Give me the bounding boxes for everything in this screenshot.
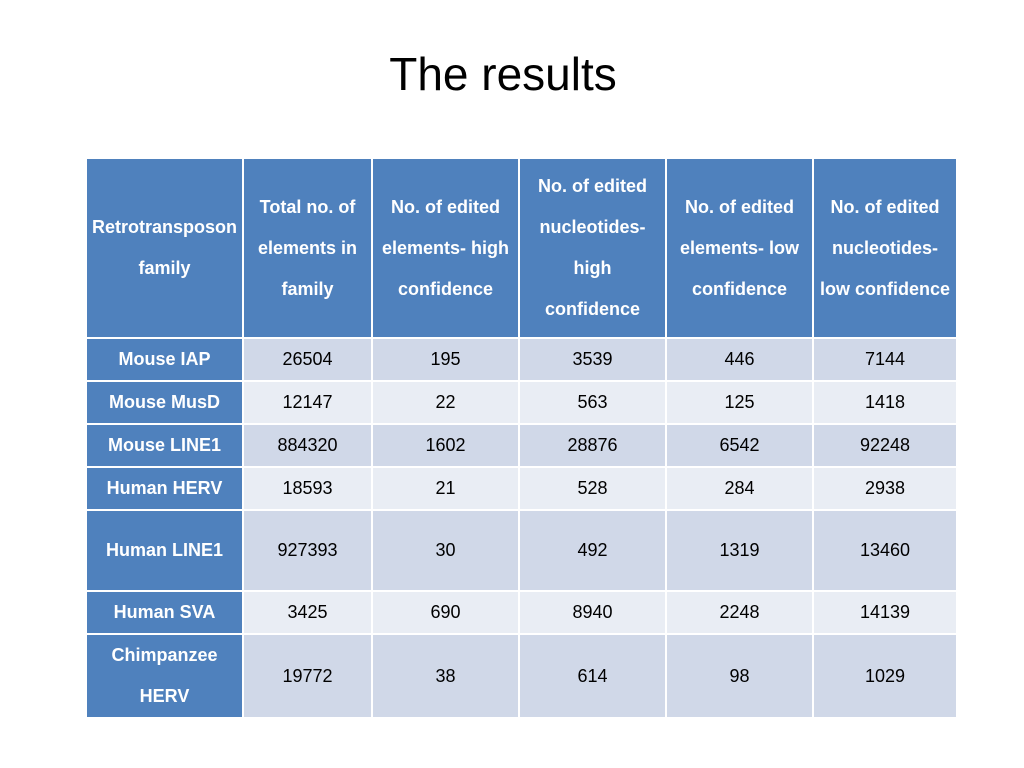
row-family-label: Mouse MusD	[85, 380, 244, 425]
cell-edited-nucleotides-low: 13460	[812, 509, 958, 592]
cell-edited-nucleotides-high: 492	[518, 509, 667, 592]
row-family-label: Human LINE1	[85, 509, 244, 592]
slide-title: The results	[389, 48, 617, 100]
header-edited-nucleotides-low: No. of edited nucleotides- low confidenc…	[812, 157, 958, 339]
cell-total-elements: 19772	[242, 633, 373, 719]
cell-edited-elements-high: 195	[371, 337, 520, 382]
row-family-label: Mouse IAP	[85, 337, 244, 382]
cell-edited-elements-high: 690	[371, 590, 520, 635]
results-table: Retrotransposon family Total no. of elem…	[85, 157, 958, 719]
cell-edited-nucleotides-high: 28876	[518, 423, 667, 468]
row-family-label: Chimpanzee HERV	[85, 633, 244, 719]
cell-total-elements: 12147	[242, 380, 373, 425]
header-edited-elements-low: No. of edited elements- low confidence	[665, 157, 814, 339]
cell-edited-elements-high: 1602	[371, 423, 520, 468]
table-header-row: Retrotransposon family Total no. of elem…	[85, 157, 958, 339]
cell-edited-nucleotides-low: 7144	[812, 337, 958, 382]
cell-edited-nucleotides-high: 563	[518, 380, 667, 425]
cell-edited-nucleotides-high: 528	[518, 466, 667, 511]
cell-edited-elements-low: 98	[665, 633, 814, 719]
cell-edited-nucleotides-low: 1029	[812, 633, 958, 719]
header-edited-nucleotides-high: No. of edited nucleotides- high confiden…	[518, 157, 667, 339]
cell-edited-elements-high: 21	[371, 466, 520, 511]
cell-edited-elements-low: 2248	[665, 590, 814, 635]
cell-edited-nucleotides-high: 8940	[518, 590, 667, 635]
table-row: Human SVA 3425 690 8940 2248 14139	[85, 590, 958, 635]
row-family-label: Human HERV	[85, 466, 244, 511]
header-total-elements: Total no. of elements in family	[242, 157, 373, 339]
cell-edited-elements-low: 1319	[665, 509, 814, 592]
row-family-label: Human SVA	[85, 590, 244, 635]
cell-edited-nucleotides-low: 92248	[812, 423, 958, 468]
header-edited-elements-high: No. of edited elements- high confidence	[371, 157, 520, 339]
cell-total-elements: 927393	[242, 509, 373, 592]
cell-edited-elements-high: 30	[371, 509, 520, 592]
row-family-label: Mouse LINE1	[85, 423, 244, 468]
table-row: Chimpanzee HERV 19772 38 614 98 1029	[85, 633, 958, 719]
header-family: Retrotransposon family	[85, 157, 244, 339]
cell-total-elements: 884320	[242, 423, 373, 468]
cell-edited-elements-high: 22	[371, 380, 520, 425]
cell-total-elements: 18593	[242, 466, 373, 511]
cell-edited-nucleotides-low: 1418	[812, 380, 958, 425]
cell-edited-elements-low: 125	[665, 380, 814, 425]
cell-edited-nucleotides-high: 614	[518, 633, 667, 719]
cell-edited-elements-low: 6542	[665, 423, 814, 468]
cell-total-elements: 3425	[242, 590, 373, 635]
table-row: Mouse MusD 12147 22 563 125 1418	[85, 380, 958, 425]
cell-total-elements: 26504	[242, 337, 373, 382]
table-row: Human LINE1 927393 30 492 1319 13460	[85, 509, 958, 592]
table-row: Mouse IAP 26504 195 3539 446 7144	[85, 337, 958, 382]
table-row: Human HERV 18593 21 528 284 2938	[85, 466, 958, 511]
cell-edited-elements-high: 38	[371, 633, 520, 719]
cell-edited-elements-low: 446	[665, 337, 814, 382]
cell-edited-nucleotides-low: 14139	[812, 590, 958, 635]
cell-edited-elements-low: 284	[665, 466, 814, 511]
table-row: Mouse LINE1 884320 1602 28876 6542 92248	[85, 423, 958, 468]
cell-edited-nucleotides-high: 3539	[518, 337, 667, 382]
cell-edited-nucleotides-low: 2938	[812, 466, 958, 511]
